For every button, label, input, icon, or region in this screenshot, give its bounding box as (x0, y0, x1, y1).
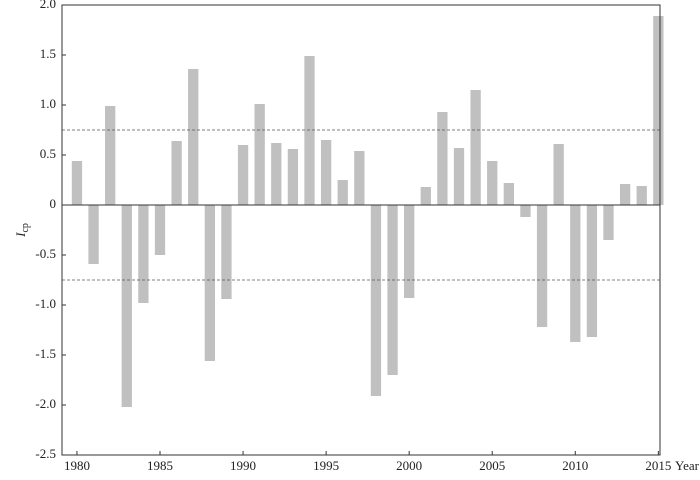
y-tick-label: 1.5 (40, 46, 56, 61)
bar (553, 144, 564, 205)
y-tick-label: -2.0 (35, 396, 56, 411)
bar (171, 141, 182, 205)
bar (586, 205, 598, 337)
bar (370, 205, 382, 396)
bar (121, 205, 132, 407)
bar (453, 148, 465, 205)
bar (603, 205, 614, 240)
bar (105, 106, 116, 205)
bar (636, 186, 647, 205)
x-tick-label: 1980 (64, 458, 90, 473)
y-tick-label: 0.5 (40, 146, 56, 161)
bar (420, 187, 431, 205)
bar (487, 161, 498, 205)
bar (320, 140, 332, 205)
bar (387, 205, 398, 375)
bar (71, 161, 83, 205)
x-tick-label: 2005 (479, 458, 505, 473)
y-tick-label: -1.0 (35, 296, 56, 311)
bar (503, 183, 514, 205)
y-tick-label: -0.5 (35, 246, 56, 261)
x-axis-label: Year (675, 458, 700, 473)
bar (619, 184, 631, 205)
bar (204, 205, 215, 361)
bar (154, 205, 166, 255)
x-tick-label: 1990 (230, 458, 256, 473)
x-tick-label: 1985 (147, 458, 173, 473)
bar (254, 104, 265, 205)
bar (404, 205, 415, 298)
x-tick-label: 2000 (396, 458, 422, 473)
y-axis-label: Icp (13, 223, 31, 238)
y-tick-label: -2.5 (35, 446, 56, 461)
bar (536, 205, 548, 327)
bar (520, 205, 531, 217)
plot-frame (61, 4, 661, 456)
bar (470, 90, 481, 205)
bar (138, 205, 149, 303)
x-tick-label: 2015 (645, 458, 671, 473)
bar (570, 205, 581, 342)
bar (221, 205, 232, 299)
bar (88, 205, 99, 264)
y-tick-label: 0 (50, 196, 57, 211)
bar (287, 149, 299, 205)
y-label-main: I (13, 232, 28, 238)
bar (304, 56, 315, 205)
y-tick-label: 2.0 (40, 0, 56, 11)
y-tick-label: 1.0 (40, 96, 56, 111)
y-label-sub: cp (20, 223, 31, 232)
bar (271, 143, 282, 205)
bar (337, 180, 348, 205)
bar (188, 69, 199, 205)
x-tick-label: 1995 (313, 458, 339, 473)
bar (354, 151, 365, 205)
bar (437, 112, 448, 205)
y-tick-label: -1.5 (35, 346, 56, 361)
bar (653, 16, 664, 205)
bar (237, 145, 249, 205)
x-tick-label: 2010 (562, 458, 588, 473)
